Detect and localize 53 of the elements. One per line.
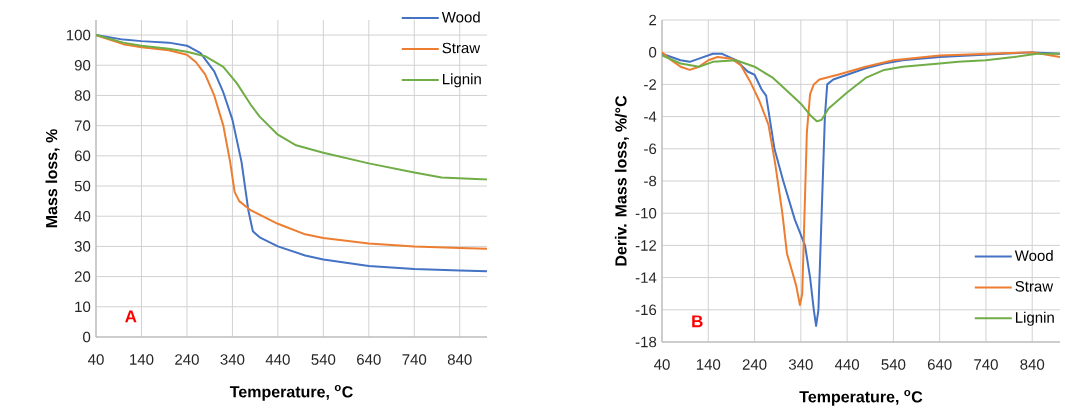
x-axis-title: Temperature, $^{o}$C: [229, 385, 353, 401]
y-axis-title: Deriv. Mass loss, %/°C: [614, 95, 629, 266]
legend-label: Wood: [1014, 249, 1053, 261]
y-tick-label: -16: [635, 304, 657, 316]
y-tick-label: 2: [649, 14, 657, 26]
legend-label: Wood: [441, 11, 480, 23]
legend-label: Lignin: [1015, 311, 1054, 326]
y-tick-label: 80: [74, 90, 91, 101]
y-axis-title: Mass loss, %: [45, 129, 60, 228]
x-axis-title: Temperature, $^{o}$C: [799, 390, 923, 406]
y-tick-label: 10: [75, 301, 91, 313]
y-tick-label: -8: [644, 175, 657, 187]
y-tick-label: 100: [66, 29, 91, 41]
x-tick-label: 340: [220, 354, 245, 365]
y-tick-label: 0: [649, 46, 657, 58]
y-tick-label: 50: [74, 180, 91, 192]
y-tick-label: -6: [644, 143, 657, 155]
y-tick-label: 0: [83, 331, 91, 343]
x-tick-label: 440: [265, 354, 290, 365]
y-tick-label: -14: [635, 272, 657, 283]
x-tick-label: 840: [1020, 359, 1045, 370]
x-tick-label: 40: [88, 354, 104, 365]
x-tick-label: 140: [696, 359, 721, 370]
y-tick-label: 20: [74, 271, 91, 282]
y-tick-label: -4: [644, 111, 657, 122]
x-tick-label: 540: [311, 354, 336, 365]
y-tick-label: 30: [74, 241, 91, 252]
line-series: [662, 52, 1060, 123]
x-tick-label: 340: [788, 359, 813, 370]
x-tick-label: 640: [357, 354, 381, 365]
y-tick-label: -18: [635, 336, 657, 348]
legend-label: Lignin: [443, 73, 481, 88]
legend-label: Straw: [1015, 281, 1054, 292]
y-tick-label: -10: [635, 207, 657, 219]
y-tick-label: -12: [635, 240, 657, 251]
x-tick-label: 740: [402, 354, 427, 365]
line-series: [96, 34, 488, 181]
x-tick-label: 140: [130, 354, 154, 365]
annotation: B: [692, 315, 703, 328]
y-tick-label: -2: [644, 79, 657, 90]
y-tick-label: 40: [74, 210, 91, 222]
x-tick-label: 740: [974, 359, 998, 370]
annotation: A: [125, 310, 137, 323]
legend-label: Straw: [442, 42, 481, 54]
x-tick-label: 240: [742, 359, 767, 370]
x-tick-label: 640: [927, 359, 952, 370]
x-tick-label: 540: [881, 359, 906, 370]
y-tick-label: 90: [74, 59, 91, 71]
x-tick-label: 440: [834, 359, 860, 370]
x-tick-label: 240: [175, 354, 199, 365]
y-tick-label: 60: [74, 150, 91, 162]
y-tick-label: 70: [74, 120, 91, 131]
x-tick-label: 840: [447, 354, 472, 365]
